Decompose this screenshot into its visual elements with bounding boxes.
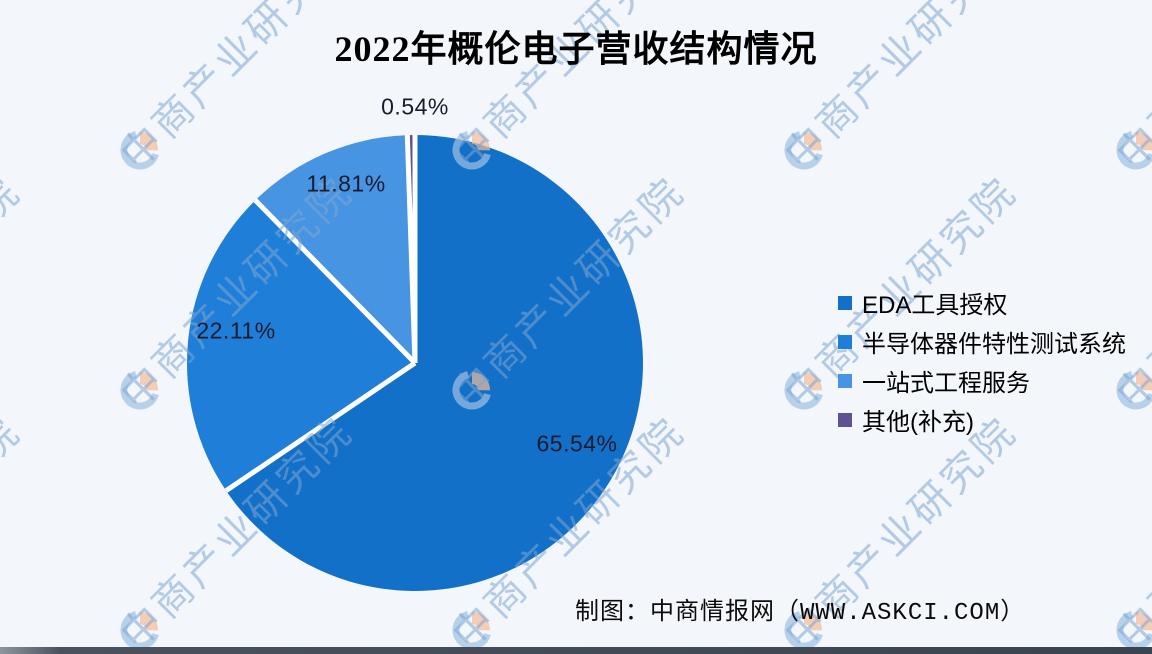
pie-slice-2	[255, 135, 415, 363]
legend-item-eda: EDA工具授权	[838, 283, 1126, 322]
watermark-unit: 中商产业研究院	[777, 0, 1026, 178]
watermark-unit: 中商产业研究院	[1109, 0, 1152, 178]
pie-divider	[253, 198, 417, 365]
watermark-unit: 中商产业研究院	[113, 409, 362, 654]
legend-label-eda: EDA工具授权	[862, 292, 1008, 319]
legend-label-engineering: 一站式工程服务	[862, 370, 1030, 397]
watermark-text: 中商产业研究院	[0, 168, 30, 418]
askci-logo-icon	[784, 370, 824, 410]
chart-title: 2022年概伦电子营收结构情况	[334, 29, 818, 69]
legend-label-test-system: 半导体器件特性测试系统	[862, 331, 1126, 358]
watermark-unit: 中商产业研究院	[777, 169, 1026, 418]
askci-logo-icon	[784, 130, 824, 170]
pie-svg	[187, 134, 643, 591]
legend-label-other: 其他(补充)	[862, 409, 974, 436]
pie-label-engineering: 11.81%	[306, 170, 386, 197]
legend-item-test-system: 半导体器件特性测试系统	[838, 322, 1126, 361]
attribution-text: 制图：中商情报网（WWW.ASKCI.COM）	[575, 600, 1026, 627]
askci-logo-icon	[1116, 130, 1152, 170]
askci-logo-icon	[120, 370, 160, 410]
legend-item-other: 其他(补充)	[838, 400, 1126, 439]
pie-divider	[404, 135, 418, 364]
pie-slice-1	[187, 200, 415, 491]
legend-swatch-other	[838, 412, 852, 427]
pie-label-test-system: 22.11%	[196, 317, 276, 344]
legend-swatch-eda	[838, 295, 852, 310]
pie-label-other: 0.54%	[381, 93, 449, 120]
pie-divider	[224, 360, 417, 493]
askci-logo-icon	[1116, 610, 1152, 650]
pie-label-eda: 65.54%	[536, 430, 618, 457]
legend-item-engineering: 一站式工程服务	[838, 361, 1126, 400]
legend: EDA工具授权 半导体器件特性测试系统 一站式工程服务 其他(补充)	[838, 283, 1126, 439]
legend-swatch-engineering	[838, 373, 852, 388]
watermark-unit: 中商产业研究院	[445, 409, 694, 654]
legend-swatch-test-system	[838, 334, 852, 349]
watermark-text: 中商产业研究院	[0, 408, 30, 654]
askci-logo-icon	[120, 130, 160, 170]
watermark-unit: 中商产业研究院	[1109, 409, 1152, 654]
watermark-unit: 中商产业研究院	[113, 169, 362, 418]
watermark-text: 中商产业研究院	[1108, 408, 1152, 654]
watermark-unit: 中商产业研究院	[113, 0, 362, 178]
askci-logo-icon	[452, 610, 492, 650]
askci-logo-icon	[120, 610, 160, 650]
bottom-bar	[0, 647, 1152, 654]
pie-slice-0	[226, 135, 643, 591]
